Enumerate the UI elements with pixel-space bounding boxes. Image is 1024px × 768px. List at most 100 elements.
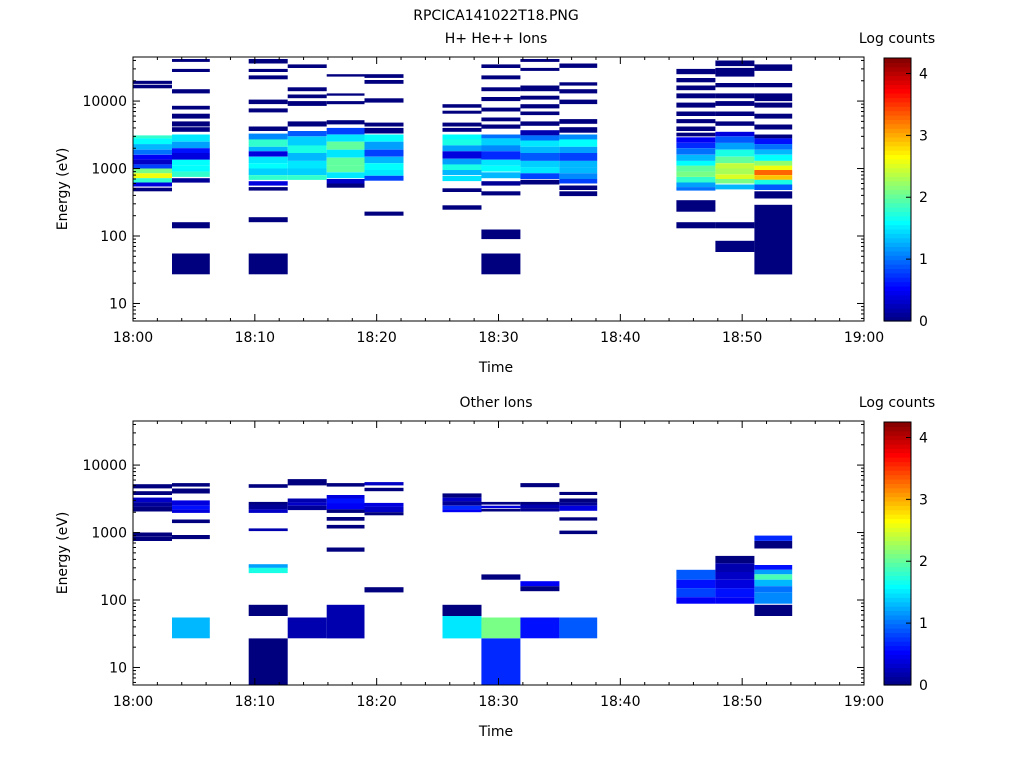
spectrogram-cell (326, 524, 365, 529)
colorbar-segment (884, 281, 911, 287)
spectrogram-cell (559, 134, 598, 140)
colorbar-segment (884, 237, 911, 243)
spectrogram-cell (481, 165, 521, 172)
spectrogram-cell (172, 134, 210, 142)
colorbar-segment (884, 303, 911, 309)
colorbar-segment (884, 123, 911, 129)
colorbar-segment (884, 316, 911, 322)
spectrogram-cell (715, 563, 755, 572)
x-tick-label: 18:50 (722, 330, 762, 346)
spectrogram-cell (676, 142, 716, 149)
spectrogram-cell (676, 222, 716, 229)
spectrogram-cell (172, 148, 210, 153)
spectrogram-cell (481, 151, 521, 160)
colorbar-segment (884, 207, 911, 213)
colorbar-segment (884, 299, 911, 305)
spectrogram-cell (676, 126, 716, 131)
spectrogram-cell (520, 504, 560, 509)
spectrogram-cell (715, 555, 755, 564)
spectrogram-cell (133, 491, 172, 495)
spectrogram-cell (248, 108, 288, 113)
colorbar-segment (884, 255, 911, 261)
spectrogram-cell (364, 487, 404, 492)
spectrogram-cell (715, 579, 755, 589)
spectrogram-cell (676, 171, 716, 177)
spectrogram-cell (364, 175, 404, 181)
spectrogram-cell (172, 89, 210, 94)
colorbar-segment (884, 641, 911, 647)
colorbar-segment (884, 588, 911, 594)
spectrogram-cell (248, 75, 288, 80)
spectrogram-cell (559, 179, 598, 184)
spectrogram-cell (676, 200, 716, 212)
spectrogram-cell (676, 579, 716, 589)
spectrogram-cell (676, 569, 716, 580)
spectrogram-cell (248, 175, 288, 180)
spectrogram-cell (754, 179, 793, 185)
colorbar-segment (884, 470, 911, 476)
colorbar-segment (884, 654, 911, 660)
spectrogram-cell (481, 229, 521, 240)
spectrogram-cell (754, 175, 793, 180)
colorbar-segment (884, 141, 911, 147)
colorbar-segment (884, 277, 911, 283)
spectrogram-cell (676, 148, 716, 155)
panel-h-he-ions: H+ He++ Ions 18:00 18:10 18:20 18:30 18:40 18… (55, 31, 935, 376)
colorbar-segment (884, 246, 911, 252)
spectrogram-cell (248, 139, 288, 147)
spectrogram-cell (248, 146, 288, 152)
spectrogram-cell (172, 178, 210, 183)
spectrogram-cell (481, 172, 521, 179)
colorbar-segment (884, 101, 911, 107)
spectrogram-cell (442, 139, 482, 146)
spectrogram-cell (715, 597, 755, 604)
spectrogram-cell (715, 163, 755, 169)
spectrogram-cell (559, 153, 598, 161)
colorbar-segment (884, 198, 911, 204)
colorbar-segment (884, 268, 911, 274)
spectrogram-cell (676, 588, 716, 598)
colorbar-segment (884, 250, 911, 256)
spectrogram-cell (364, 482, 404, 486)
spectrogram-cell (481, 638, 521, 685)
colorbar-segment (884, 430, 911, 436)
spectrogram-cell (754, 160, 793, 166)
spectrogram-cell (520, 179, 560, 185)
x-axis-label: Time (478, 360, 513, 376)
spectrogram-cell (559, 498, 598, 503)
colorbar-tick-label: 4 (919, 430, 928, 446)
x-axis-label: Time (478, 724, 513, 740)
spectrogram-cell (442, 205, 482, 210)
colorbar-segment (884, 680, 911, 686)
spectrogram-cell (248, 156, 288, 164)
spectrogram-cell (364, 149, 404, 157)
spectrogram-cell (481, 191, 521, 196)
spectrogram-cell (520, 153, 560, 161)
spectrogram-cell (364, 141, 404, 150)
spectrogram-cell (481, 253, 521, 275)
colorbar-tick-label: 1 (919, 616, 928, 632)
spectrogram-cell (172, 488, 210, 494)
spectrogram-cell (520, 173, 560, 179)
spectrogram-cell (364, 506, 404, 513)
colorbar-segment (884, 584, 911, 590)
x-tick-label: 18:40 (600, 694, 640, 710)
spectrogram-cell (754, 565, 793, 570)
colorbar-segment (884, 307, 911, 313)
spectrogram-cell (481, 181, 521, 186)
spectrogram-cell (133, 168, 172, 174)
spectrogram-cell (442, 164, 482, 170)
colorbar-segment (884, 509, 911, 515)
spectrogram-cell (172, 222, 210, 229)
colorbar-frame (883, 57, 912, 322)
spectrogram-cell (676, 137, 716, 143)
colorbar-segment (884, 264, 911, 269)
spectrogram-cell (676, 187, 716, 191)
spectrogram-cell (364, 98, 404, 103)
spectrogram-cell (559, 167, 598, 174)
spectrogram-cell (754, 541, 793, 549)
spectrogram-cell (248, 187, 288, 191)
spectrogram-cell (442, 104, 482, 108)
spectrogram-cell (715, 67, 755, 77)
spectrogram-cell (248, 163, 288, 169)
